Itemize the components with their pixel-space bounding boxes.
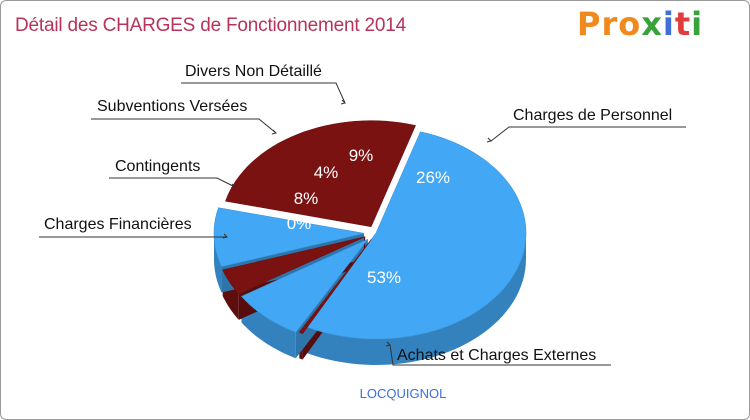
logo-letter: t bbox=[674, 5, 692, 43]
callout-label: Charges Financières bbox=[44, 216, 192, 233]
callout-arrow bbox=[486, 137, 492, 143]
slice-percent-label: 0% bbox=[287, 214, 312, 233]
callout-leader bbox=[389, 344, 611, 366]
callout-label: Charges de Personnel bbox=[513, 107, 672, 124]
logo-letter: x bbox=[641, 5, 663, 43]
callout-arrow bbox=[230, 183, 236, 189]
callout-leader bbox=[109, 177, 236, 188]
callout-leader bbox=[490, 126, 686, 142]
pie-slice[interactable] bbox=[222, 236, 366, 295]
logo-letter: o bbox=[618, 5, 642, 43]
pie-tops bbox=[213, 120, 527, 340]
callout-label: Divers Non Détaillé bbox=[185, 63, 322, 80]
logo-letter: P bbox=[577, 5, 602, 43]
callout-label: Subventions Versées bbox=[97, 98, 247, 115]
callout-leader bbox=[91, 118, 277, 134]
proxiti-logo[interactable]: Proxiti bbox=[577, 5, 703, 43]
pie-side-1 bbox=[307, 233, 526, 365]
slice-percent-label: 53% bbox=[367, 268, 401, 287]
callout-leader bbox=[181, 82, 346, 104]
pie-slice[interactable] bbox=[225, 120, 416, 228]
chart-title: Détail des CHARGES de Fonctionnement 201… bbox=[15, 15, 407, 36]
pie-slice[interactable] bbox=[298, 239, 372, 334]
slice-percent-label: 4% bbox=[314, 163, 339, 182]
callout-arrow bbox=[271, 129, 277, 135]
callout-label: Achats et Charges Externes bbox=[397, 347, 596, 364]
callout-label: Contingents bbox=[115, 158, 200, 175]
callout-arrow bbox=[385, 341, 391, 347]
logo-letter: i bbox=[691, 5, 704, 43]
callouts: Charges de Personnel Achats et Charges Ex… bbox=[39, 63, 686, 366]
callout-arrow bbox=[340, 99, 346, 105]
slice-percent-label: 9% bbox=[349, 146, 374, 165]
pie-slice[interactable] bbox=[306, 131, 527, 340]
logo-letter: i bbox=[662, 5, 675, 43]
slice-percent-label: 26% bbox=[416, 168, 450, 187]
pie-side-5 bbox=[214, 233, 222, 293]
slice-percent-label: 8% bbox=[294, 189, 319, 208]
logo-letter: r bbox=[601, 5, 619, 43]
callout-arrow bbox=[222, 233, 228, 239]
commune-name: LOCQUIGNOL bbox=[360, 386, 447, 401]
pie-slice[interactable] bbox=[240, 239, 369, 333]
